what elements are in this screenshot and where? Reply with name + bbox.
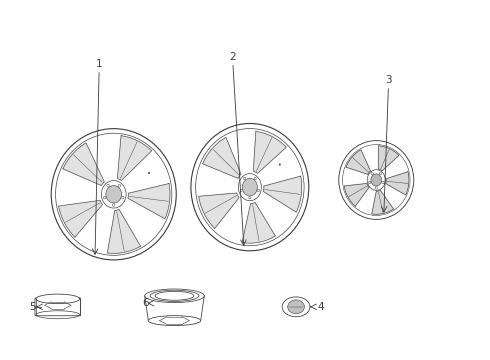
Polygon shape bbox=[386, 172, 409, 195]
Text: 3: 3 bbox=[385, 75, 392, 85]
Polygon shape bbox=[344, 184, 369, 206]
Ellipse shape bbox=[36, 294, 80, 303]
Ellipse shape bbox=[244, 177, 245, 180]
Ellipse shape bbox=[55, 133, 172, 255]
Polygon shape bbox=[346, 150, 370, 174]
Ellipse shape bbox=[148, 316, 201, 325]
Ellipse shape bbox=[288, 300, 304, 314]
Text: 6: 6 bbox=[142, 298, 148, 308]
Ellipse shape bbox=[382, 181, 384, 184]
Ellipse shape bbox=[240, 189, 243, 192]
Polygon shape bbox=[59, 201, 102, 237]
Text: 2: 2 bbox=[229, 52, 236, 62]
Polygon shape bbox=[253, 131, 286, 173]
Ellipse shape bbox=[367, 170, 385, 190]
Ellipse shape bbox=[191, 123, 309, 251]
Ellipse shape bbox=[51, 129, 176, 260]
Ellipse shape bbox=[107, 184, 109, 187]
Ellipse shape bbox=[368, 181, 371, 184]
Polygon shape bbox=[264, 176, 302, 212]
Polygon shape bbox=[203, 138, 241, 178]
Ellipse shape bbox=[339, 141, 414, 219]
Polygon shape bbox=[198, 193, 239, 228]
Polygon shape bbox=[118, 136, 152, 180]
Ellipse shape bbox=[254, 177, 256, 180]
Ellipse shape bbox=[279, 164, 281, 165]
Polygon shape bbox=[128, 184, 170, 219]
Ellipse shape bbox=[282, 297, 310, 317]
Ellipse shape bbox=[238, 174, 261, 201]
Polygon shape bbox=[107, 210, 141, 253]
Ellipse shape bbox=[106, 185, 122, 203]
Ellipse shape bbox=[118, 184, 121, 187]
Polygon shape bbox=[63, 143, 104, 185]
Ellipse shape bbox=[379, 172, 382, 175]
Ellipse shape bbox=[148, 172, 149, 174]
Ellipse shape bbox=[257, 189, 260, 192]
Polygon shape bbox=[372, 190, 393, 214]
Ellipse shape bbox=[243, 178, 257, 196]
Ellipse shape bbox=[196, 129, 304, 246]
Ellipse shape bbox=[101, 180, 126, 208]
Ellipse shape bbox=[249, 197, 251, 199]
Text: 4: 4 bbox=[317, 302, 324, 312]
Ellipse shape bbox=[343, 145, 410, 215]
Ellipse shape bbox=[113, 203, 115, 206]
Ellipse shape bbox=[371, 174, 382, 186]
Ellipse shape bbox=[103, 196, 106, 199]
Ellipse shape bbox=[375, 187, 377, 189]
Ellipse shape bbox=[122, 196, 124, 199]
Polygon shape bbox=[145, 296, 204, 321]
Polygon shape bbox=[378, 146, 399, 171]
Text: 5: 5 bbox=[29, 302, 35, 312]
Polygon shape bbox=[242, 202, 275, 243]
FancyBboxPatch shape bbox=[35, 298, 81, 316]
Text: 1: 1 bbox=[96, 59, 102, 69]
Ellipse shape bbox=[371, 172, 373, 175]
